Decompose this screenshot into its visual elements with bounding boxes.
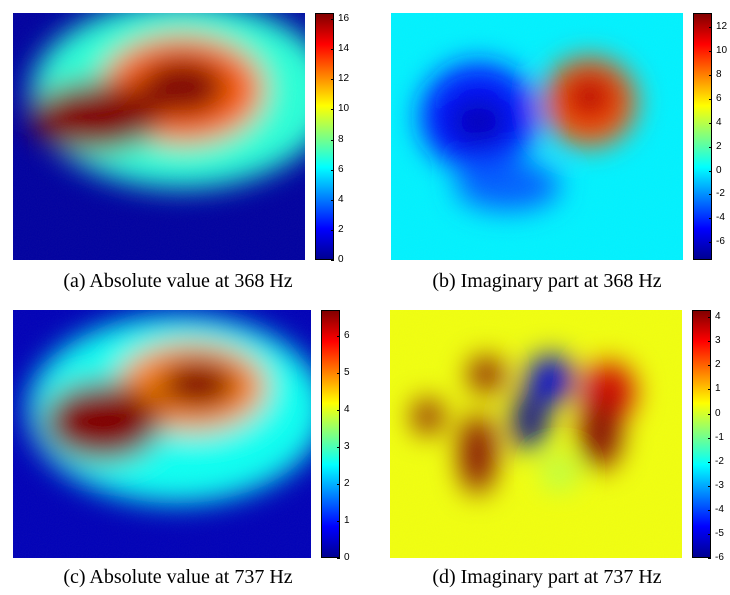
colorbar-tick-label: 3 [344, 441, 350, 452]
caption-d: (d) Imaginary part at 737 Hz [432, 566, 662, 588]
heatmap-c [13, 310, 311, 558]
colorbar-tickmark [331, 109, 334, 110]
colorbar-c: 0 1 2 3 4 5 6 [321, 310, 350, 563]
colorbar-tickmark [708, 510, 711, 511]
colorbar-tickmark [337, 373, 340, 374]
heatmap-texture [13, 13, 305, 260]
colorbar-tickmark [708, 558, 711, 559]
colorbar-tickmark [709, 218, 712, 219]
colorbar-tick-label: 1 [344, 515, 350, 526]
colorbar-tickmark [331, 140, 334, 141]
colorbar-tickmark [337, 558, 340, 559]
colorbar-tickmark [331, 230, 334, 231]
heatmap-d [390, 310, 682, 558]
colorbar-tickmark [337, 484, 340, 485]
colorbar-tick-label: 4 [715, 311, 721, 322]
colorbar-tick-label: 8 [716, 69, 722, 80]
colorbar-tick-label: 4 [344, 404, 350, 415]
colorbar-tick-label: 4 [338, 194, 344, 205]
colorbar-tickmark [708, 365, 711, 366]
colorbar-d: -6 -5 -4 -3 -2 -1 0 1 2 3 4 [692, 310, 724, 563]
colorbar-tickmark [337, 410, 340, 411]
colorbar-tick-label: 2 [338, 224, 344, 235]
colorbar-tick-label: -1 [715, 432, 724, 443]
colorbar-tickmark [331, 260, 334, 261]
heatmap-texture [391, 13, 683, 260]
colorbar-tickmark [708, 414, 711, 415]
colorbar-gradient [321, 310, 340, 558]
heatmap-svg [391, 13, 683, 260]
colorbar-tickmark [709, 123, 712, 124]
colorbar-tick-label: 12 [338, 73, 350, 84]
colorbar-tick-label: 2 [716, 141, 722, 152]
colorbar-tick-label: 16 [338, 13, 350, 24]
colorbar-tick-label: 0 [344, 552, 350, 563]
colorbar-tickmark [337, 336, 340, 337]
colorbar-gradient [693, 13, 712, 260]
colorbar-gradient [692, 310, 711, 558]
colorbar-tick-label: 6 [716, 93, 722, 104]
colorbar-tick-label: 2 [344, 478, 350, 489]
colorbar-tickmark [708, 462, 711, 463]
colorbar-tickmark [708, 486, 711, 487]
heatmap-texture [390, 310, 682, 558]
colorbar-tickmark [331, 200, 334, 201]
colorbar-tick-label: 6 [338, 164, 344, 175]
colorbar-tick-label: 0 [338, 254, 344, 265]
colorbar-tick-label: -6 [716, 236, 725, 247]
colorbar-tickmark [708, 534, 711, 535]
colorbar-tick-label: 1 [715, 383, 721, 394]
colorbar-tick-label: 0 [715, 408, 721, 419]
colorbar-a: 0 2 4 6 8 10 12 14 16 [315, 13, 349, 265]
colorbar-tick-label: 0 [716, 165, 722, 176]
colorbar-tick-label: 12 [716, 21, 728, 32]
colorbar-tick-label: -6 [715, 552, 724, 563]
colorbar-tick-label: -2 [715, 456, 724, 467]
colorbar-tick-label: -3 [715, 480, 724, 491]
colorbar-tick-label: 3 [715, 335, 721, 346]
colorbar-tick-label: -2 [716, 188, 725, 199]
heatmap-svg [13, 13, 305, 260]
colorbar-tickmark [337, 521, 340, 522]
colorbar-tickmark [709, 27, 712, 28]
colorbar-tickmark [709, 51, 712, 52]
colorbar-tick-label: 10 [338, 103, 350, 114]
colorbar-tickmark [708, 438, 711, 439]
colorbar-tickmark [337, 447, 340, 448]
colorbar-tickmark [331, 49, 334, 50]
colorbar-tick-label: 2 [715, 359, 721, 370]
colorbar-tick-label: 10 [716, 45, 728, 56]
colorbar-tickmark [708, 341, 711, 342]
colorbar-tickmark [708, 317, 711, 318]
heatmap-b [391, 13, 683, 260]
colorbar-tickmark [709, 242, 712, 243]
colorbar-tickmark [331, 79, 334, 80]
colorbar-tickmark [709, 75, 712, 76]
colorbar-tick-label: -4 [716, 212, 725, 223]
heatmap-a [13, 13, 305, 260]
colorbar-tickmark [709, 99, 712, 100]
colorbar-tick-label: -5 [715, 528, 724, 539]
colorbar-b: -6 -4 -2 0 2 4 6 8 10 12 [693, 13, 727, 260]
colorbar-tick-label: 5 [344, 367, 350, 378]
colorbar-tickmark [331, 170, 334, 171]
colorbar-tick-label: -4 [715, 504, 724, 515]
heatmap-svg [13, 310, 311, 558]
colorbar-tick-label: 6 [344, 330, 350, 341]
heatmap-texture [13, 310, 311, 558]
colorbar-tick-label: 8 [338, 134, 344, 145]
caption-b: (b) Imaginary part at 368 Hz [432, 270, 662, 292]
colorbar-tickmark [708, 389, 711, 390]
colorbar-tickmark [709, 147, 712, 148]
heatmap-svg [390, 310, 682, 558]
colorbar-gradient [315, 13, 334, 260]
colorbar-tickmark [331, 19, 334, 20]
colorbar-tick-label: 14 [338, 43, 350, 54]
caption-c: (c) Absolute value at 737 Hz [63, 566, 293, 588]
caption-a: (a) Absolute value at 368 Hz [63, 270, 293, 292]
colorbar-tickmark [709, 194, 712, 195]
colorbar-tick-label: 4 [716, 117, 722, 128]
colorbar-tickmark [709, 171, 712, 172]
